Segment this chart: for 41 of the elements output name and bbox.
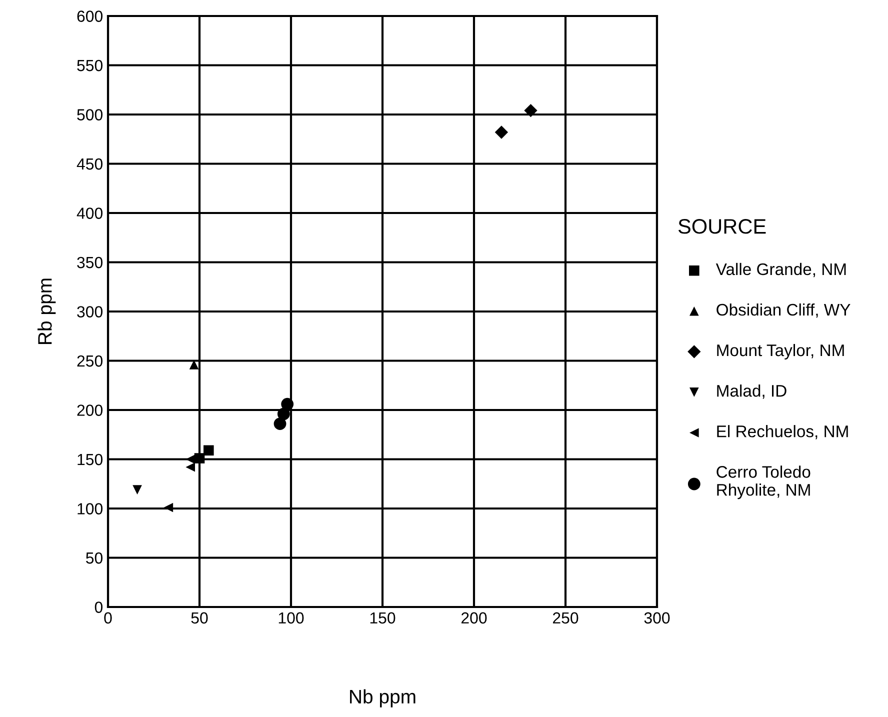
x-tick-label: 50 [191, 612, 208, 624]
legend-label: Obsidian Cliff, WY [716, 303, 850, 318]
point [186, 462, 196, 472]
y-tick-label: 0 [94, 602, 103, 613]
legend-title: SOURCE [678, 219, 766, 234]
y-tick-label: 200 [77, 404, 103, 416]
legend-label: Cerro Toledo Rhyolite, NM [716, 466, 810, 500]
y-tick-label: 250 [77, 355, 103, 367]
y-tick-label: 400 [76, 208, 103, 219]
y-tick-label: 450 [76, 158, 103, 170]
point [494, 126, 508, 139]
x-tick-label: 200 [461, 612, 487, 624]
legend-label: El Rechuelos, NM [717, 425, 848, 440]
point [164, 502, 174, 512]
y-tick-label: 100 [78, 503, 103, 514]
y-tick-label: 50 [86, 552, 103, 564]
point [281, 398, 294, 410]
point [132, 485, 142, 494]
y-tick-label: 150 [78, 454, 103, 466]
legend-label: Mount Taylor, NM [717, 344, 844, 360]
y-tick-label: 550 [77, 60, 103, 72]
x-tick-label: 100 [278, 612, 304, 624]
x-axis-title: Nb ppm [350, 689, 416, 708]
y-axis-title: Rb ppm [38, 278, 56, 344]
point [194, 453, 205, 464]
x-tick-label: 150 [370, 612, 396, 624]
point [277, 408, 290, 420]
point [204, 445, 214, 456]
point [186, 454, 196, 464]
x-tick-label: 250 [552, 612, 578, 624]
y-tick-label: 500 [77, 109, 103, 120]
legend-label: Valle Grande, NM [716, 262, 846, 278]
point [524, 104, 538, 118]
y-tick-label: 300 [77, 306, 103, 318]
y-tick-label: 600 [77, 10, 103, 22]
legend-label: Malad, ID [717, 384, 786, 399]
x-tick-label: 0 [104, 612, 112, 624]
point [189, 360, 199, 370]
y-tick-label: 350 [77, 256, 103, 268]
point [274, 418, 286, 430]
x-tick-label: 300 [644, 612, 670, 624]
